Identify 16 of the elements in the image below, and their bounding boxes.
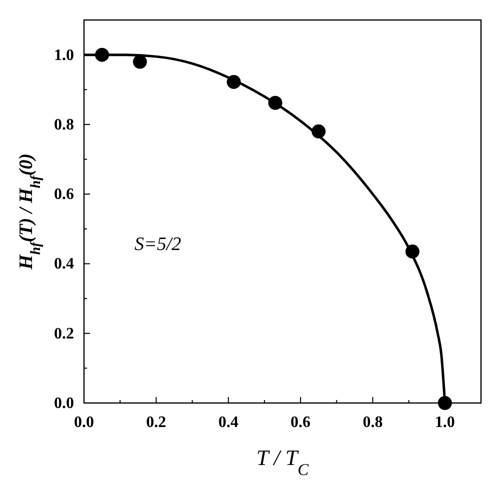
y-tick-label: 0.0 <box>54 395 74 412</box>
x-tick-label: 0.4 <box>218 414 238 431</box>
x-tick-label: 0.2 <box>146 414 166 431</box>
x-axis-title: T / T$_{C}$ <box>256 445 310 478</box>
y-tick-label: 0.4 <box>54 256 74 273</box>
annotation: S=5/2 <box>134 234 182 255</box>
y-tick-label: 0.2 <box>54 325 74 342</box>
y-tick-label: 0.6 <box>54 186 74 204</box>
x-tick-label: 0.0 <box>74 414 94 431</box>
y-tick-label: 1.0 <box>54 46 74 64</box>
x-tick-label: 1.0 <box>434 414 455 431</box>
x-tick-label: 0.6 <box>290 414 311 431</box>
point <box>438 396 452 410</box>
y-tick-label: 0.8 <box>54 116 74 134</box>
x-tick-label: 0.8 <box>362 414 383 431</box>
point <box>132 54 147 69</box>
